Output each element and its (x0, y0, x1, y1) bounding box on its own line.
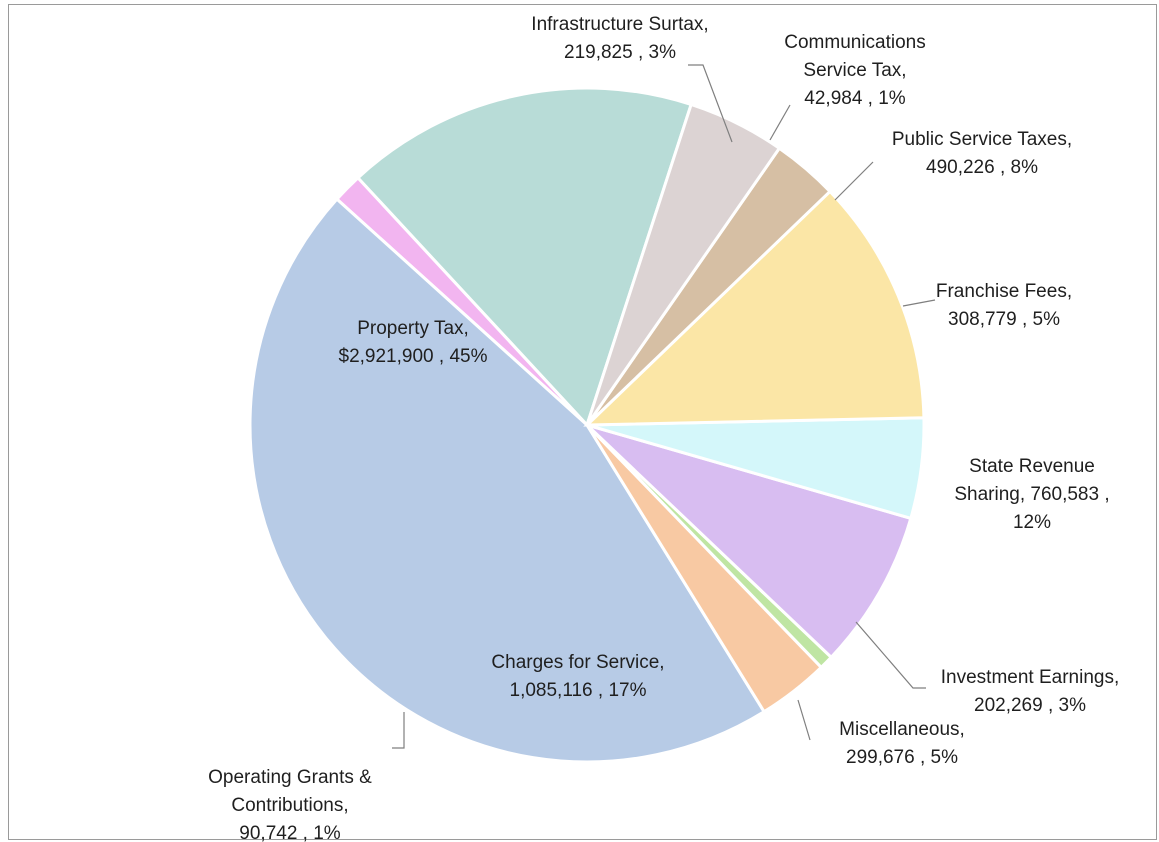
data-label-miscellaneous: Miscellaneous, 299,676 , 5% (839, 719, 965, 768)
data-label-line: Infrastructure Surtax, (531, 14, 708, 35)
data-label-property-tax: Property Tax, $2,921,900 , 45% (339, 318, 488, 367)
data-label-line: Franchise Fees, (936, 281, 1072, 302)
pie-slices (248, 86, 926, 764)
data-label-line: 490,226 , 8% (926, 157, 1038, 178)
leader-line-operating-grants-contributions (392, 712, 405, 749)
data-label-line: Contributions, (231, 795, 348, 816)
leader-line-infrastructure-surtax (688, 64, 733, 143)
leader-line-miscellaneous (797, 699, 811, 741)
data-label-line: 308,779 , 5% (948, 309, 1060, 330)
data-label-state-revenue-sharing: State Revenue Sharing, 760,583 , 12% (954, 456, 1109, 533)
data-label-operating-grants-contributions: Operating Grants & Contributions, 90,742 ,… (208, 767, 372, 842)
data-label-line: 12% (1013, 512, 1051, 533)
data-label-line: Operating Grants & (208, 767, 372, 788)
data-label-public-service-taxes: Public Service Taxes, 490,226 , 8% (892, 129, 1072, 178)
data-label-line: Public Service Taxes, (892, 129, 1072, 150)
slice-state-revenue-sharing (583, 189, 926, 427)
leader-line-franchise-fees (902, 299, 936, 307)
data-label-line: 90,742 , 1% (239, 823, 341, 842)
slice-property-tax (248, 197, 767, 764)
leader-line-investment-earnings (855, 621, 926, 689)
data-label-line: 219,825 , 3% (564, 42, 676, 63)
data-label-line: $2,921,900 , 45% (339, 346, 488, 367)
slice-charges-for-service (355, 86, 694, 428)
data-label-line: Property Tax, (357, 318, 469, 339)
data-label-line: Investment Earnings, (941, 667, 1119, 688)
data-label-line: State Revenue (969, 456, 1095, 477)
data-label-line: 202,269 , 3% (974, 695, 1086, 716)
data-label-line: Miscellaneous, (839, 719, 965, 740)
leader-line-communications-service-tax (769, 104, 791, 141)
data-label-infrastructure-surtax: Infrastructure Surtax, 219,825 , 3% (531, 14, 708, 63)
leader-lines (392, 64, 936, 749)
data-label-line: 299,676 , 5% (846, 747, 958, 768)
data-label-line: 42,984 , 1% (804, 88, 906, 109)
data-label-line: 1,085,116 , 17% (510, 680, 647, 701)
data-label-charges-for-service: Charges for Service, 1,085,116 , 17% (491, 652, 664, 701)
data-label-investment-earnings: Investment Earnings, 202,269 , 3% (941, 667, 1119, 716)
slice-public-service-taxes (585, 423, 913, 660)
data-label-communications-service-tax: Communications Service Tax, 42,984 , 1% (784, 32, 926, 109)
data-label-line: Communications (784, 32, 926, 53)
data-label-line: Sharing, 760,583 , (954, 484, 1109, 505)
data-labels: Charges for Service, 1,085,116 , 17% Opera… (208, 14, 1119, 842)
slice-miscellaneous (585, 102, 782, 426)
data-label-franchise-fees: Franchise Fees, 308,779 , 5% (936, 281, 1072, 330)
data-label-line: Charges for Service, (491, 652, 664, 673)
data-label-line: Service Tax, (803, 60, 906, 81)
leader-line-public-service-taxes (834, 161, 874, 201)
